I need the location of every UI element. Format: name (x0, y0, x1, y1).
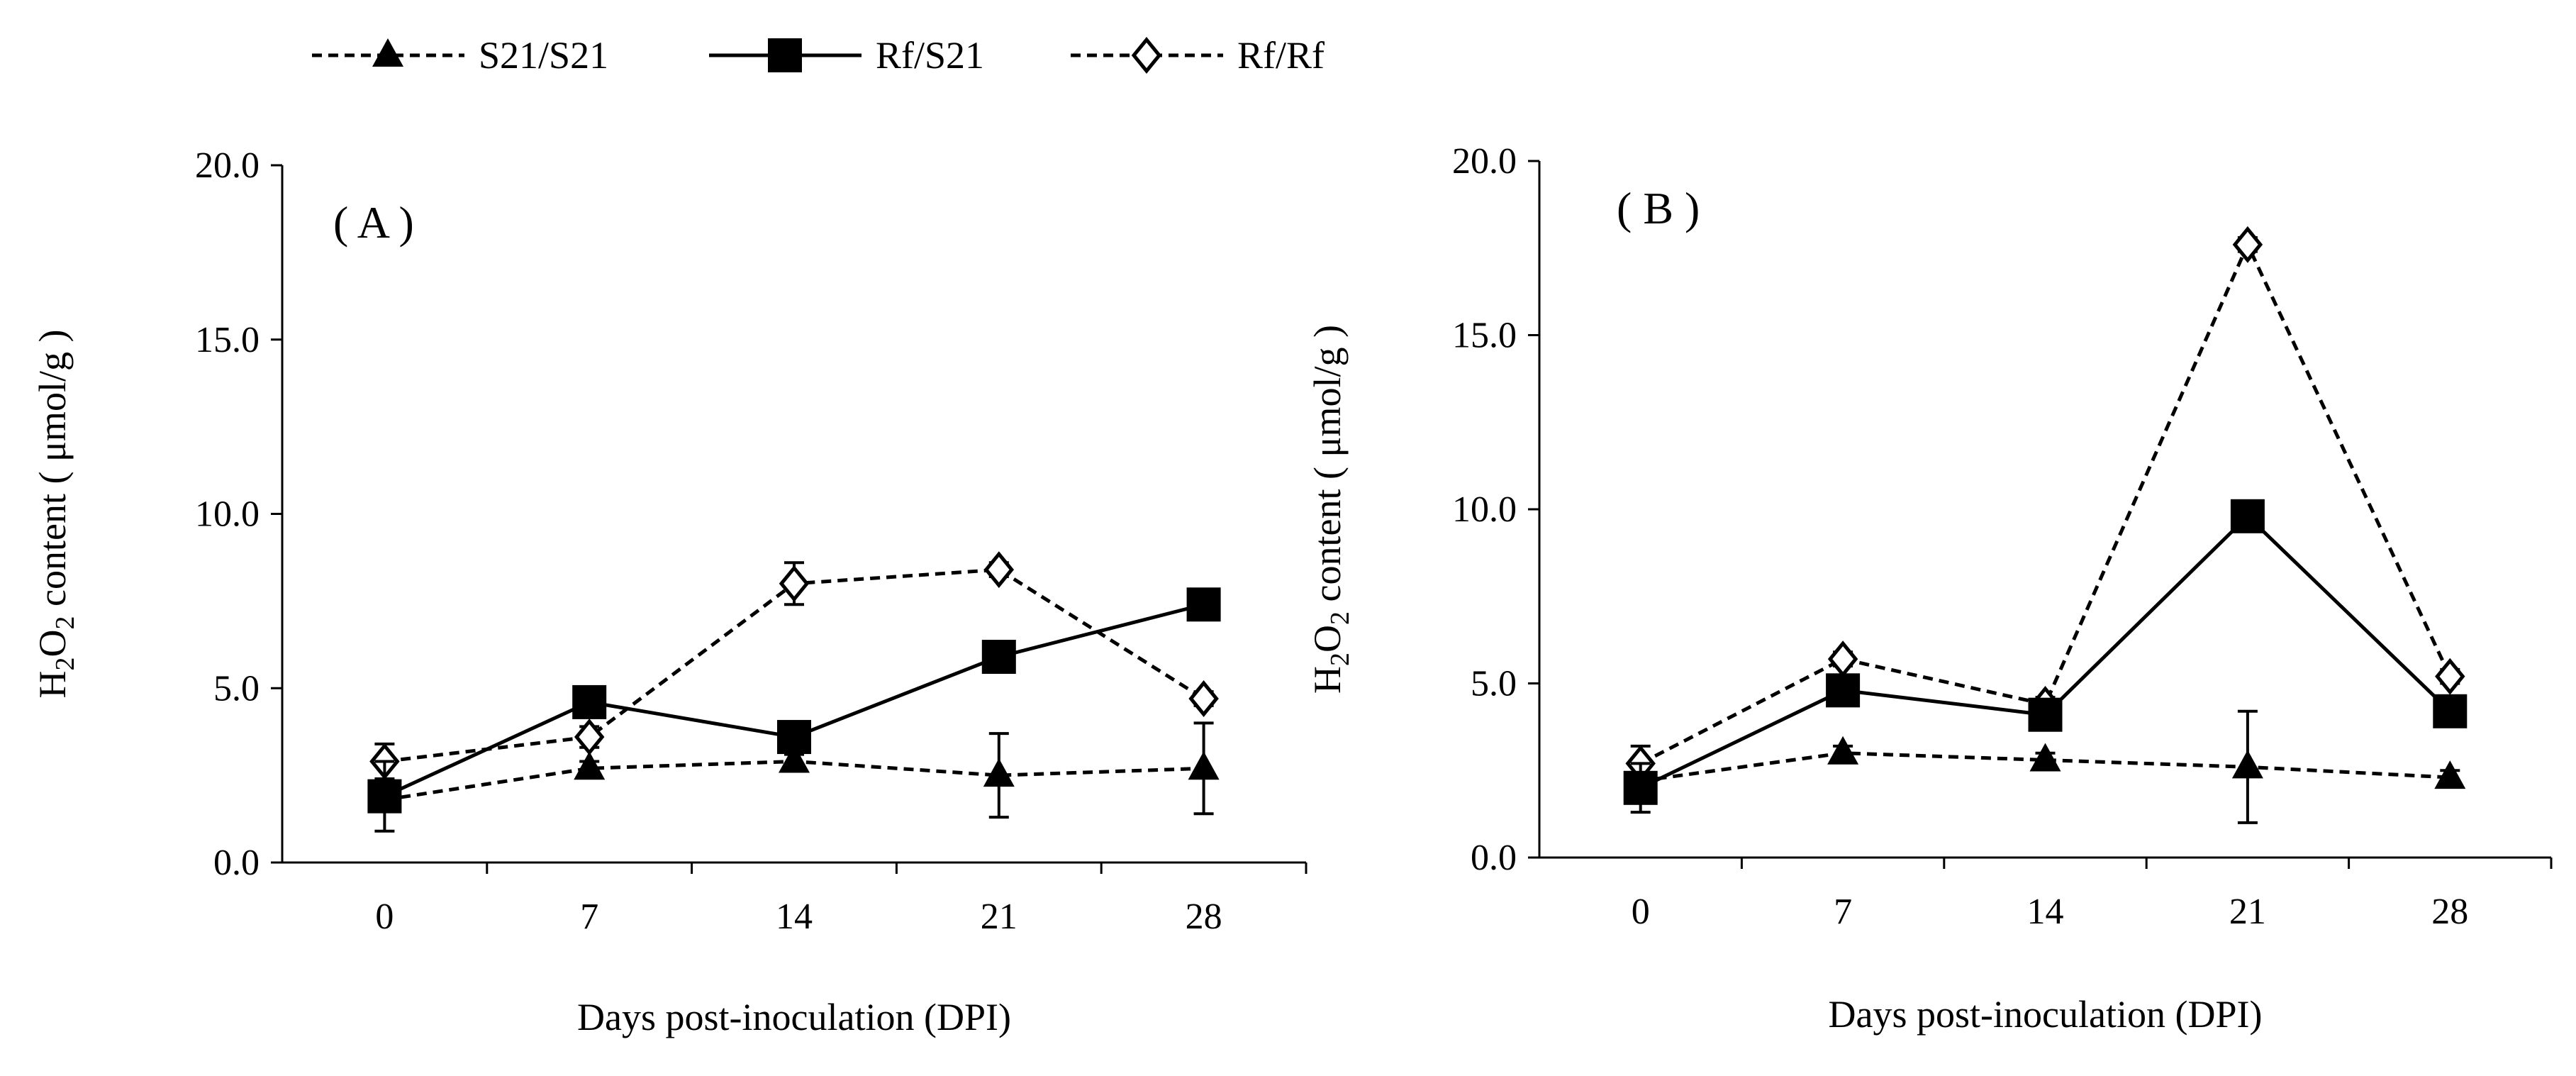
data-point-s21-s21 (574, 751, 606, 780)
y-tick-label: 15.0 (195, 320, 260, 360)
x-tick-label: 7 (1834, 892, 1852, 932)
x-axis-title: Days post-inoculation (DPI) (577, 996, 1011, 1038)
series-rf-s21 (367, 587, 1221, 833)
y-tick-label: 0.0 (213, 843, 260, 883)
y-tick-label: 10.0 (1452, 489, 1517, 530)
legend-marker-diamond-open (1131, 37, 1162, 74)
x-tick-label: 21 (2229, 892, 2266, 932)
y-tick-label: 20.0 (1452, 141, 1517, 182)
data-point-rf-s21 (1826, 673, 1861, 708)
data-point-rf-s21 (2230, 499, 2265, 533)
data-point-rf-rf (983, 551, 1015, 589)
series-s21-s21 (1624, 709, 2466, 824)
legend-label: Rf/Rf (1237, 34, 1325, 77)
y-axis-title: H2O2 content ( μmol/g ) (31, 330, 80, 699)
y-tick-label: 0.0 (1471, 838, 1517, 878)
legend: S21/S21 Rf/S21 Rf/Rf (312, 34, 1325, 77)
data-point-s21-s21 (2029, 743, 2061, 772)
data-point-rf-rf (1188, 680, 1219, 717)
y-tick-label: 5.0 (1471, 664, 1517, 704)
legend-label: S21/S21 (479, 34, 608, 77)
x-tick-label: 21 (981, 897, 1017, 937)
x-tick-label: 28 (1186, 897, 1222, 937)
data-point-s21-s21 (2434, 760, 2466, 789)
x-tick-label: 14 (776, 897, 813, 937)
data-point-rf-s21 (2433, 694, 2468, 728)
x-tick-label: 0 (375, 897, 394, 937)
data-point-s21-s21 (2231, 750, 2263, 779)
data-point-rf-rf (1827, 640, 1858, 678)
y-axis-title: H2O2 content ( μmol/g ) (1306, 325, 1355, 694)
data-point-rf-s21 (2028, 697, 2063, 732)
legend-marker-triangle (372, 38, 403, 67)
y-tick-label: 15.0 (1452, 316, 1517, 356)
data-point-rf-rf (779, 565, 810, 602)
panel-a-chart: 0.0 5.0 10.0 15.0 20.0 0 7 14 21 28 Days post-inoc… (31, 145, 1307, 1038)
x-tick-label: 28 (2431, 892, 2468, 932)
panel-b-chart: 0.0 5.0 10.0 15.0 20.0 0 7 14 21 28 Days post-inoc… (1306, 141, 2553, 1036)
x-tick-label: 0 (1632, 892, 1650, 932)
data-point-s21-s21 (1188, 751, 1220, 780)
panel-label: ( B ) (1617, 183, 1700, 233)
data-point-rf-s21 (572, 684, 607, 719)
legend-item-rf-rf: Rf/Rf (1071, 34, 1325, 77)
data-point-rf-s21 (1186, 587, 1221, 622)
legend-item-s21-s21: S21/S21 (312, 34, 608, 77)
legend-item-rf-s21: Rf/S21 (709, 34, 984, 77)
data-point-rf-s21 (777, 720, 811, 755)
y-tick-label: 5.0 (213, 668, 260, 709)
data-point-rf-s21 (981, 640, 1016, 675)
data-point-s21-s21 (779, 744, 810, 773)
data-point-rf-rf (574, 719, 605, 756)
data-point-rf-s21 (367, 779, 402, 814)
data-point-s21-s21 (983, 758, 1015, 787)
x-tick-label: 7 (580, 897, 598, 937)
x-tick-label: 14 (2027, 892, 2064, 932)
series-line-rf-rf (1639, 240, 2452, 765)
panel-label: ( A ) (333, 197, 414, 248)
legend-marker-square (768, 38, 802, 72)
data-point-rf-rf (2435, 658, 2465, 695)
data-point-rf-s21 (1623, 770, 1658, 805)
series-line-s21-s21 (1640, 751, 2450, 783)
series-rf-s21 (1623, 499, 2468, 814)
y-tick-label: 20.0 (195, 145, 260, 186)
legend-label: Rf/S21 (876, 34, 984, 77)
y-tick-label: 10.0 (195, 494, 260, 535)
x-axis-title: Days post-inoculation (DPI) (1829, 993, 2263, 1036)
data-point-s21-s21 (1827, 736, 1859, 765)
data-point-rf-rf (2232, 226, 2263, 263)
